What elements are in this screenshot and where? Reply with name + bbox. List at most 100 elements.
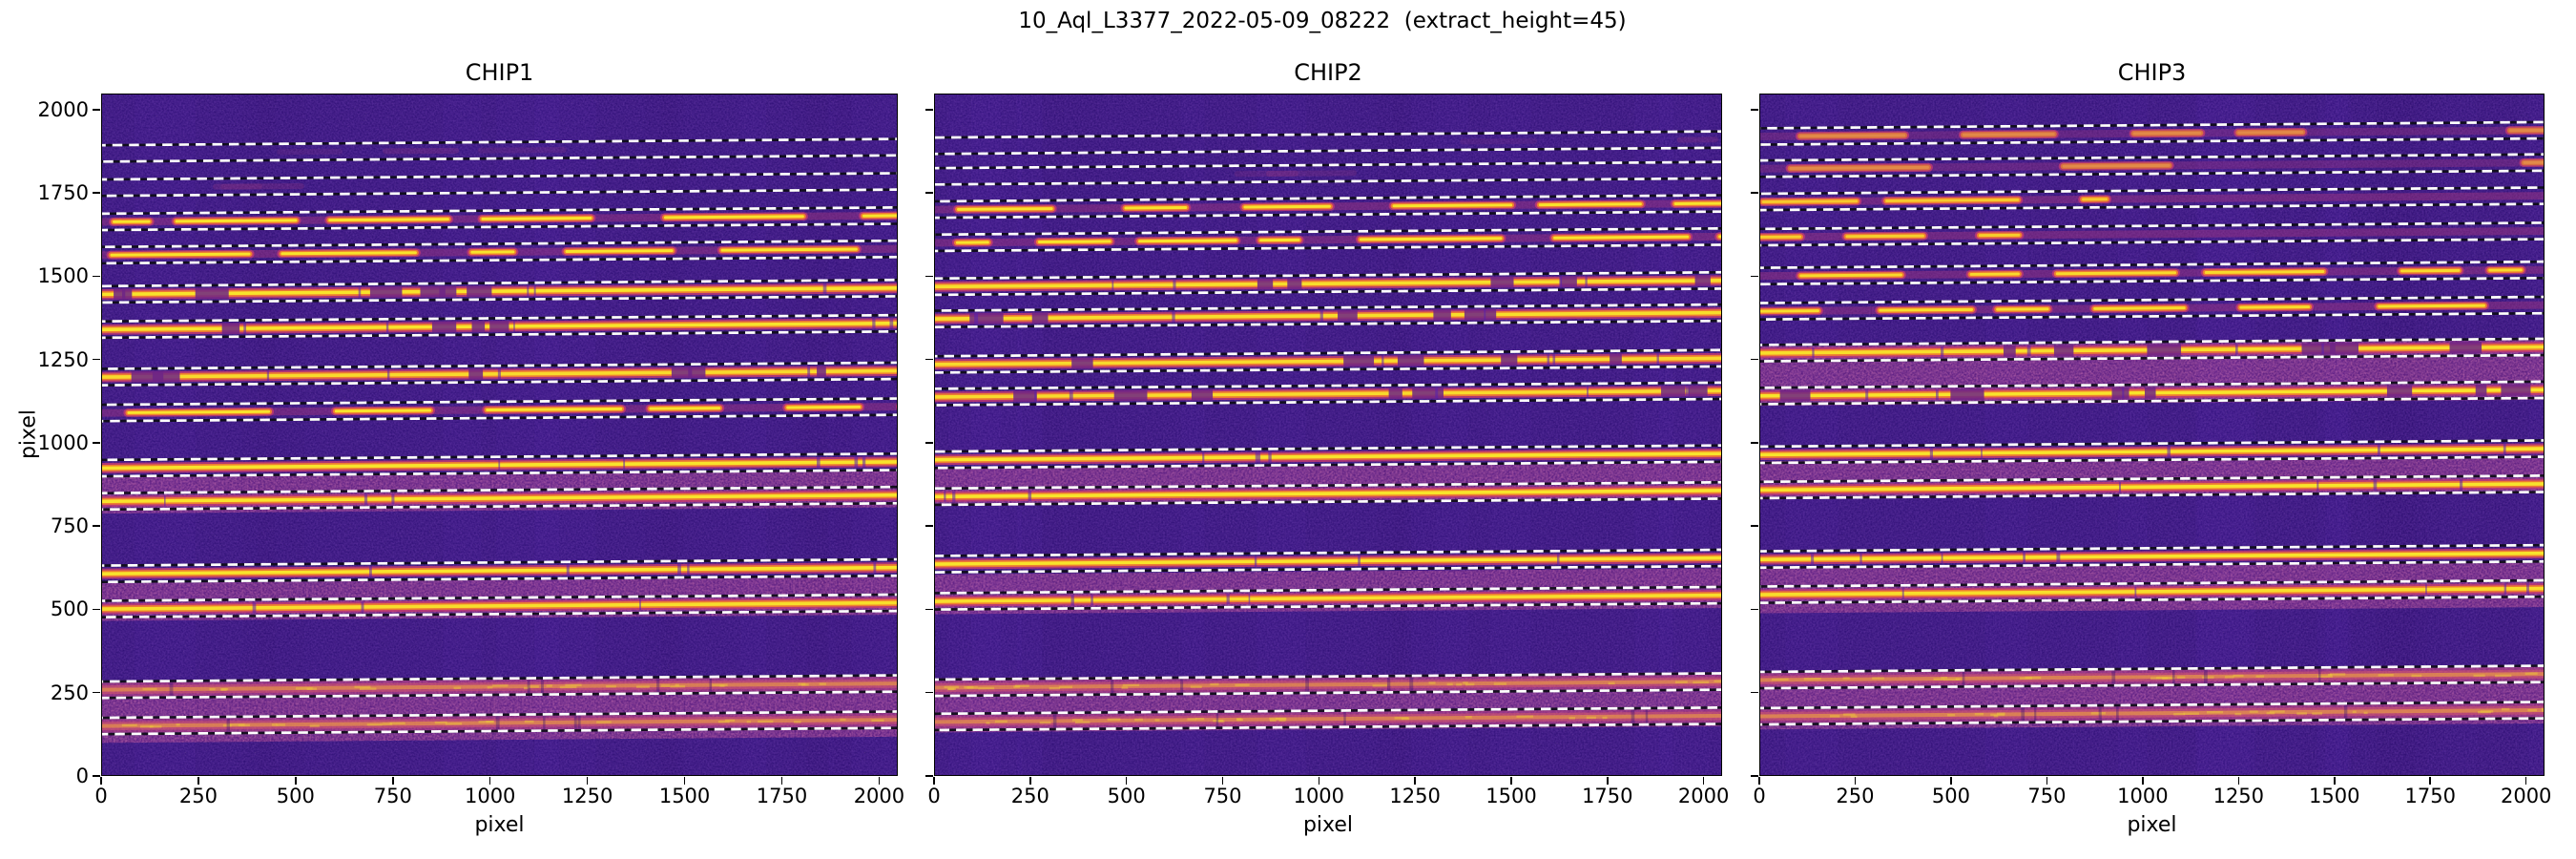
extraction-line-dashed [102, 188, 897, 198]
extraction-line-dashed [935, 397, 1721, 407]
y-tick-label: 1750 [37, 181, 89, 205]
order-band [935, 348, 1721, 374]
extraction-line-dashed [935, 381, 1721, 390]
y-tick-mark [1750, 608, 1758, 611]
order-band [935, 705, 1721, 732]
extraction-line-dashed [1760, 202, 2544, 212]
extraction-line-dashed [102, 154, 897, 163]
extraction-line-dashed [1760, 396, 2544, 406]
x-tick-mark [780, 777, 783, 785]
extraction-line-dashed [102, 690, 897, 700]
extraction-line-dashed [935, 365, 1721, 374]
x-tick-label: 1750 [2404, 785, 2456, 807]
extraction-line-dashed [935, 319, 1721, 329]
extraction-line-dashed [935, 460, 1721, 470]
order-band [102, 313, 897, 340]
x-tick-mark [1758, 777, 1760, 785]
chip2-heatmap [935, 94, 1721, 775]
order-band [935, 672, 1721, 698]
x-tick-mark [488, 777, 491, 785]
order-band [1760, 439, 2544, 465]
chip1-panel: CHIP1 [101, 59, 898, 776]
y-tick-mark [92, 525, 100, 527]
order-band [102, 557, 897, 584]
y-tick-mark [92, 691, 100, 694]
order-band [102, 278, 897, 304]
extraction-line-dashed [1760, 439, 2544, 449]
x-tick-mark [1702, 777, 1705, 785]
x-tick-label: 1250 [2212, 785, 2265, 807]
x-tick-label: 500 [276, 785, 315, 807]
extraction-line-dashed [102, 377, 897, 388]
x-tick-mark [1854, 777, 1857, 785]
extraction-line-dashed [1760, 578, 2544, 588]
y-tick-label: 1250 [37, 347, 89, 371]
order-band [102, 593, 897, 619]
extraction-line-dashed [935, 688, 1721, 698]
x-tick-mark [2046, 777, 2048, 785]
extraction-line-dashed [1760, 169, 2544, 178]
x-tick-mark [878, 777, 881, 785]
x-tick-label: 2000 [1677, 785, 1730, 807]
chip3-panel: CHIP3 [1759, 59, 2545, 776]
y-tick-label: 750 [50, 514, 89, 538]
x-tick-mark [2429, 777, 2431, 785]
extraction-line-dashed [935, 130, 1721, 139]
extraction-line-dashed [102, 329, 897, 340]
order-band [1760, 700, 2544, 726]
extraction-line-dashed [102, 485, 897, 495]
x-axis-label: pixel [474, 813, 525, 837]
y-tick-label: 500 [50, 597, 89, 621]
order-band [935, 130, 1721, 156]
x-tick-mark [295, 777, 297, 785]
order-band [102, 674, 897, 700]
extraction-line-dashed [102, 557, 897, 568]
order-band [935, 226, 1721, 253]
order-band [935, 480, 1721, 507]
x-tick-label: 2000 [853, 785, 905, 807]
extraction-line-dashed [102, 294, 897, 304]
extraction-line-dashed [935, 444, 1721, 453]
x-tick-label: 1750 [756, 785, 808, 807]
order-band [1760, 120, 2544, 146]
y-tick-mark [924, 192, 933, 194]
y-tick-mark [1750, 109, 1758, 111]
x-tick-label: 250 [1010, 785, 1049, 807]
extraction-line-dashed [935, 601, 1721, 612]
extraction-line-dashed [1760, 595, 2544, 605]
order-band [935, 160, 1721, 186]
order-band [935, 194, 1721, 220]
extraction-line-dashed [935, 210, 1721, 220]
order-band [1760, 260, 2544, 286]
order-band [935, 585, 1721, 612]
x-tick-label: 1000 [1293, 785, 1345, 807]
extraction-line-dashed [1760, 186, 2544, 196]
extraction-line-dashed [1760, 220, 2544, 231]
extraction-line-dashed [102, 574, 897, 584]
x-tick-mark [586, 777, 589, 785]
extraction-line-dashed [102, 451, 897, 462]
extraction-line-dashed [1760, 260, 2544, 270]
extraction-line-dashed [1760, 559, 2544, 570]
extraction-line-dashed [935, 672, 1721, 681]
x-tick-mark [197, 777, 199, 785]
orders-layer [1760, 120, 2544, 730]
x-tick-label: 750 [2027, 785, 2067, 807]
x-tick-label: 750 [1203, 785, 1242, 807]
y-tick-mark [924, 109, 933, 111]
extraction-line-dashed [1760, 700, 2544, 710]
x-tick-mark [1414, 777, 1416, 785]
extraction-line-dashed [102, 137, 897, 147]
x-tick-mark [1125, 777, 1128, 785]
order-band [102, 397, 897, 423]
y-tick-mark [924, 608, 933, 611]
y-tick-mark [924, 525, 933, 527]
extraction-line-dashed [1760, 491, 2544, 500]
x-tick-mark [683, 777, 686, 785]
x-axis-label: pixel [1302, 813, 1354, 837]
extraction-line-dashed [935, 723, 1721, 732]
order-band [1760, 543, 2544, 570]
y-tick-mark [1750, 275, 1758, 278]
extraction-line-dashed [935, 585, 1721, 595]
